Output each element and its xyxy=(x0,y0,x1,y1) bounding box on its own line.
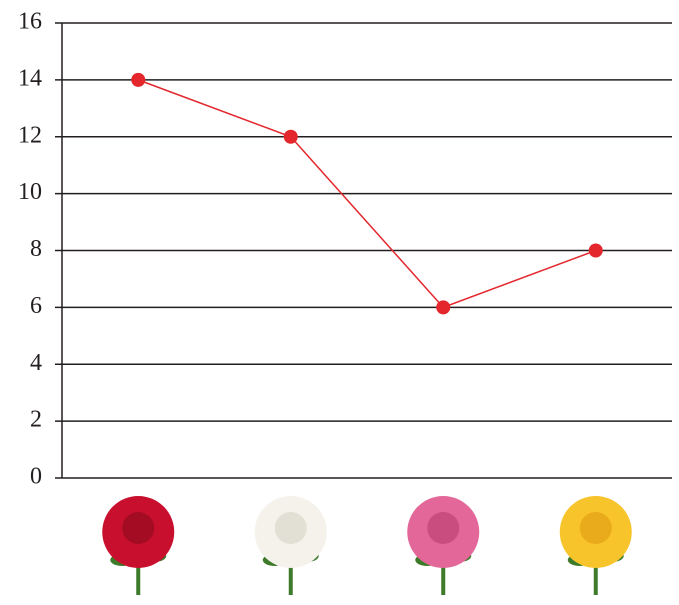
y-tick-label: 0 xyxy=(30,464,42,490)
y-tick-label: 2 xyxy=(30,407,42,433)
rose-center xyxy=(274,512,307,544)
rose-center xyxy=(427,512,460,544)
y-tick-label: 14 xyxy=(18,65,42,91)
y-tick-label: 12 xyxy=(18,122,42,148)
line xyxy=(137,79,597,309)
rose-center xyxy=(122,512,155,544)
y-tick-label: 16 xyxy=(18,9,42,35)
point xyxy=(588,243,603,258)
y-tick-label: 10 xyxy=(18,179,42,205)
point xyxy=(283,129,298,144)
y-tick-label: 8 xyxy=(30,236,42,262)
point xyxy=(131,72,146,87)
y-tick-label: 4 xyxy=(30,350,42,376)
category-images xyxy=(102,496,632,595)
rose-center xyxy=(579,512,612,544)
point xyxy=(436,300,451,315)
y-tick-label: 6 xyxy=(30,293,42,319)
